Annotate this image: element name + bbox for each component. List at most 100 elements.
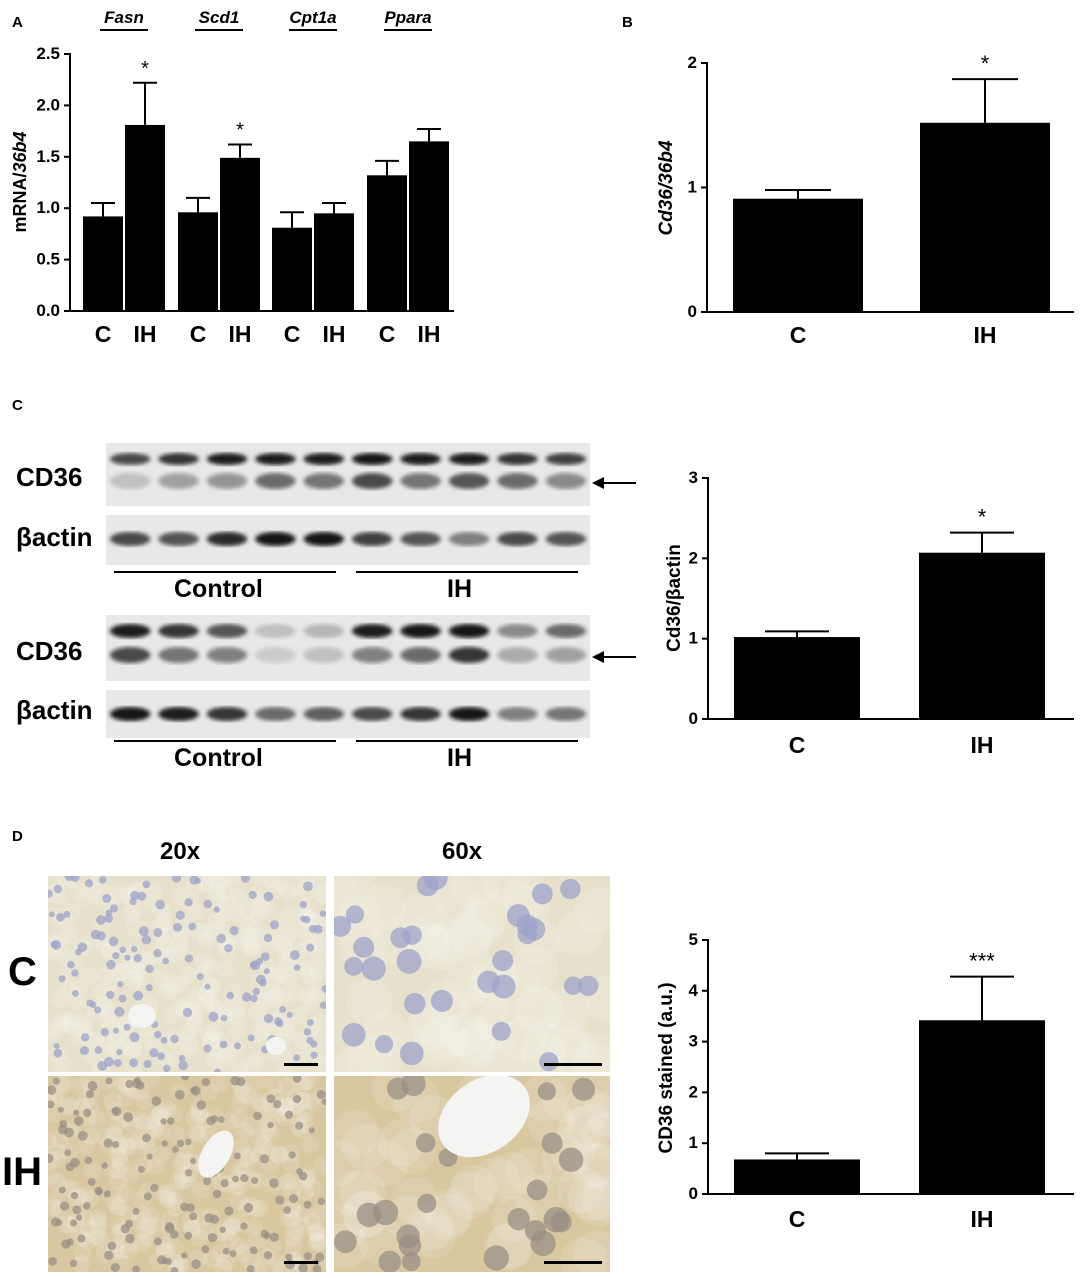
nucleus xyxy=(70,1157,80,1168)
control-underline-1 xyxy=(114,571,336,573)
cytoplasm-texture xyxy=(275,986,294,1005)
cytoplasm-texture xyxy=(200,1024,219,1043)
blot-band xyxy=(545,453,587,465)
blot-band xyxy=(109,473,151,489)
chart-a-gene-expression: 0.0 0.5 1.0 1.5 2.0 2.5 C * IH C * IH C IH C IH Fasn Scd1… xyxy=(10,8,454,347)
control-underline-2 xyxy=(114,740,336,742)
cytoplasm-texture xyxy=(421,1015,468,1063)
control-group-label-2: Control xyxy=(174,744,263,772)
nucleus xyxy=(180,1076,190,1081)
cytoplasm-texture xyxy=(279,1023,298,1042)
control-group-label-1: Control xyxy=(174,575,263,603)
nucleus xyxy=(402,925,422,945)
blot-band xyxy=(448,707,490,721)
nucleus xyxy=(103,1190,111,1198)
cytoplasm-texture xyxy=(230,1095,249,1114)
cytoplasm-texture xyxy=(103,1091,122,1110)
nucleus xyxy=(85,1090,95,1099)
nucleus xyxy=(263,1013,274,1024)
cytoplasm-texture xyxy=(308,946,326,965)
nucleus xyxy=(143,1192,152,1201)
cytoplasm-texture xyxy=(81,1127,100,1146)
cytoplasm-texture xyxy=(308,1220,326,1239)
nucleus xyxy=(161,1140,168,1147)
cytoplasm-texture xyxy=(121,1132,140,1151)
panel-label-c: C xyxy=(12,397,23,414)
cytoplasm-texture xyxy=(310,933,326,952)
cytoplasm-texture xyxy=(146,1119,165,1138)
cytoplasm-texture xyxy=(457,900,505,947)
nucleus xyxy=(116,1048,123,1056)
cytoplasm-texture xyxy=(76,1019,95,1038)
cytoplasm-texture xyxy=(195,924,214,943)
cd36-blot-set1 xyxy=(106,443,590,506)
cytoplasm-texture xyxy=(549,1028,597,1072)
y-tick-label: 1 xyxy=(689,629,698,648)
cytoplasm-texture xyxy=(133,1234,152,1253)
cytoplasm-texture xyxy=(268,1254,287,1272)
blot-image xyxy=(109,707,587,721)
blot-band xyxy=(255,473,296,489)
cytoplasm-texture xyxy=(110,1148,129,1167)
nucleus xyxy=(150,1183,159,1193)
cytoplasm-texture xyxy=(286,1221,305,1240)
nucleus xyxy=(550,1211,572,1233)
cytoplasm-texture xyxy=(303,1212,322,1231)
cytoplasm-texture xyxy=(310,1233,326,1252)
cytoplasm-texture xyxy=(252,897,271,916)
cytoplasm-texture xyxy=(130,1212,149,1231)
nucleus xyxy=(320,1001,326,1010)
micrograph-control-20x xyxy=(48,876,326,1072)
blot-band xyxy=(400,532,441,546)
nucleus xyxy=(285,1253,293,1261)
nucleus xyxy=(572,1077,596,1101)
nucleus xyxy=(165,1221,175,1231)
chart-b-cd36-mrna: 0 1 2 C * IH Cd36/36b4 xyxy=(656,51,1074,348)
nucleus xyxy=(356,1202,382,1228)
bactin-blot-set2 xyxy=(106,690,590,738)
nucleus xyxy=(125,1079,134,1089)
cytoplasm-texture xyxy=(159,925,178,944)
cytoplasm-texture xyxy=(179,1022,198,1041)
significance-mark: * xyxy=(236,119,244,141)
nucleus xyxy=(66,1238,74,1246)
cytoplasm-texture xyxy=(190,1228,209,1247)
nucleus xyxy=(353,936,375,958)
nucleus xyxy=(317,1197,326,1206)
nucleus xyxy=(181,1252,188,1259)
nucleus xyxy=(374,1035,394,1054)
cytoplasm-texture xyxy=(60,1096,79,1115)
micrograph-ih-20x xyxy=(48,1076,326,1272)
y-tick-label: 1.0 xyxy=(36,198,60,217)
cytoplasm-texture xyxy=(141,1076,160,1089)
cytoplasm-texture xyxy=(258,900,277,919)
cytoplasm-texture xyxy=(289,1108,308,1127)
nucleus xyxy=(249,1246,258,1255)
nucleus xyxy=(313,924,323,934)
nucleus xyxy=(524,1220,547,1242)
blot-band xyxy=(448,647,490,663)
cytoplasm-texture xyxy=(443,961,491,1009)
nucleus xyxy=(341,1022,366,1047)
row-label-control: C xyxy=(8,950,37,994)
cytoplasm-texture xyxy=(557,1107,605,1155)
nucleus xyxy=(203,1044,212,1053)
nucleus xyxy=(201,1077,210,1087)
nucleus xyxy=(321,1098,326,1106)
blot-band xyxy=(448,532,490,546)
nucleus xyxy=(48,889,53,898)
cytoplasm-texture xyxy=(203,977,222,996)
nucleus xyxy=(153,1237,162,1246)
cytoplasm-texture xyxy=(263,970,282,989)
y-tick-label: 2 xyxy=(689,548,698,567)
cytoplasm-texture xyxy=(215,876,234,887)
cytoplasm-texture xyxy=(214,1258,233,1272)
y-tick-label: 2 xyxy=(689,1082,698,1101)
cytoplasm-texture xyxy=(275,935,294,954)
cytoplasm-texture xyxy=(119,1205,138,1224)
cytoplasm-texture xyxy=(174,1172,193,1191)
nucleus xyxy=(250,994,258,1003)
nucleus xyxy=(123,1112,134,1123)
nucleus xyxy=(247,1034,255,1042)
cytoplasm-texture xyxy=(299,1076,318,1090)
